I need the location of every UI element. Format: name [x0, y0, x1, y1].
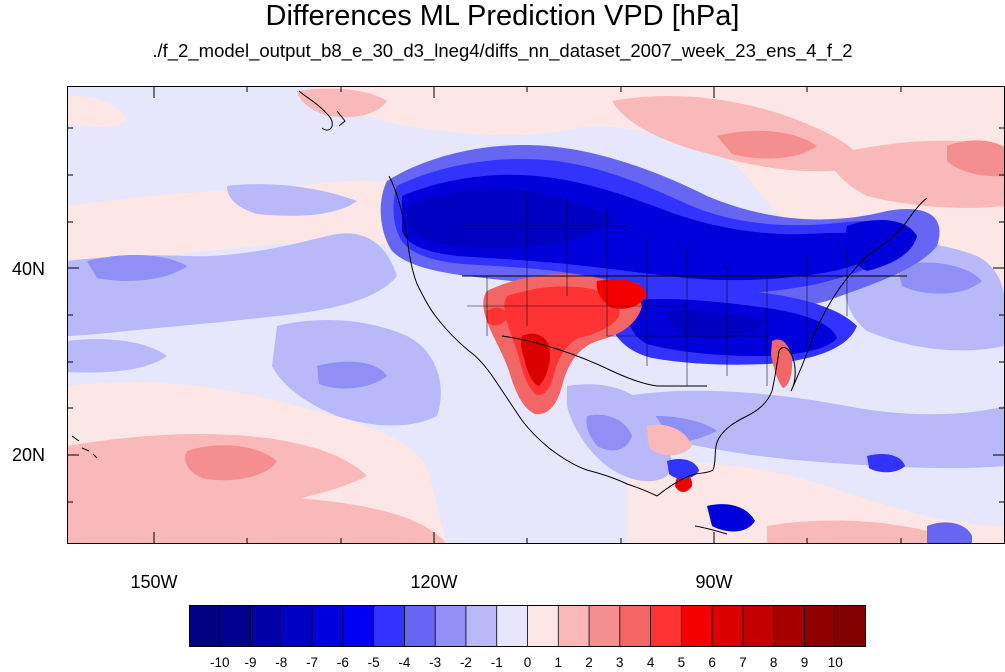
colorbar-swatch	[681, 605, 713, 647]
colorbar-tick-label: -3	[429, 655, 442, 670]
colorbar-tick-label: 4	[646, 655, 655, 670]
colorbar-swatch	[373, 605, 405, 647]
colorbar-tick-label: 7	[739, 655, 747, 670]
colorbar-frame	[189, 605, 866, 647]
colorbar-tick-label: -10	[210, 655, 230, 670]
colorbar-tick-label: -7	[306, 655, 319, 670]
field-positive-strong-ocean	[185, 130, 1005, 481]
colorbar-swatch	[342, 605, 375, 647]
colorbar-swatch	[650, 605, 682, 647]
colorbar-swatch	[527, 605, 559, 647]
lat-label-20n: 20N	[12, 445, 46, 465]
colorbar-tick-label: -5	[367, 655, 380, 670]
field-negative-strong-land	[380, 145, 940, 365]
colorbar-swatch	[404, 605, 436, 647]
colorbar-swatch	[312, 605, 344, 647]
colorbar-tick-label: -2	[459, 655, 472, 670]
colorbar-swatch	[465, 605, 498, 647]
colorbar-tick-label: 3	[616, 655, 624, 670]
colorbar-swatch	[558, 605, 590, 647]
colorbar-tick-label: 1	[554, 655, 563, 670]
colorbar-tick-label: -4	[398, 655, 411, 670]
lon-label-150w: 150W	[130, 572, 178, 592]
islands	[71, 435, 728, 535]
colorbar-tick-label: 8	[769, 655, 778, 670]
field-positive-strong-land	[483, 274, 793, 492]
vpd-difference-map	[67, 86, 1005, 544]
colorbar-tick-label: 6	[708, 655, 716, 670]
colorbar-swatch	[619, 605, 651, 647]
field-mexico-mixed	[567, 384, 972, 544]
colorbar-tick-label: -1	[490, 655, 503, 670]
colorbar-swatch	[773, 605, 805, 647]
colorbar-tick-label: 0	[523, 655, 532, 670]
state-borders	[462, 191, 848, 386]
lat-ticks	[67, 127, 1005, 503]
map-title: Differences ML Prediction VPD [hPa]	[265, 0, 740, 32]
colorbar-tick-label: 9	[800, 655, 809, 670]
colorbar-swatch	[589, 605, 621, 647]
lon-label-90w: 90W	[695, 572, 733, 592]
colorbar-swatch	[250, 605, 282, 647]
colorbar-tick-label: 2	[585, 655, 593, 670]
colorbar-swatch	[189, 605, 221, 647]
map-subtitle: ./f_2_model_output_b8_e_30_d3_lneg4/diff…	[152, 40, 853, 61]
colorbar	[189, 605, 866, 647]
colorbar-tick-label: -6	[336, 655, 349, 670]
colorbar-swatch	[219, 605, 251, 647]
lon-ticks	[153, 86, 902, 544]
colorbar-swatch	[835, 605, 866, 647]
colorbar-swatch	[742, 605, 775, 647]
colorbar-swatch	[712, 605, 744, 647]
colorbar-tick-label: -9	[244, 655, 257, 670]
lat-label-40n: 40N	[12, 259, 46, 279]
colorbar-swatch	[496, 605, 528, 647]
colorbar-swatch	[435, 605, 467, 647]
colorbar-tick-label: -8	[275, 655, 288, 670]
coastlines	[298, 90, 928, 497]
colorbar-swatch	[281, 605, 313, 647]
colorbar-tick-label: 10	[827, 655, 843, 670]
colorbar-swatch	[804, 605, 836, 647]
colorbar-tick-label: 5	[677, 655, 686, 670]
lon-label-120w: 120W	[410, 572, 458, 592]
